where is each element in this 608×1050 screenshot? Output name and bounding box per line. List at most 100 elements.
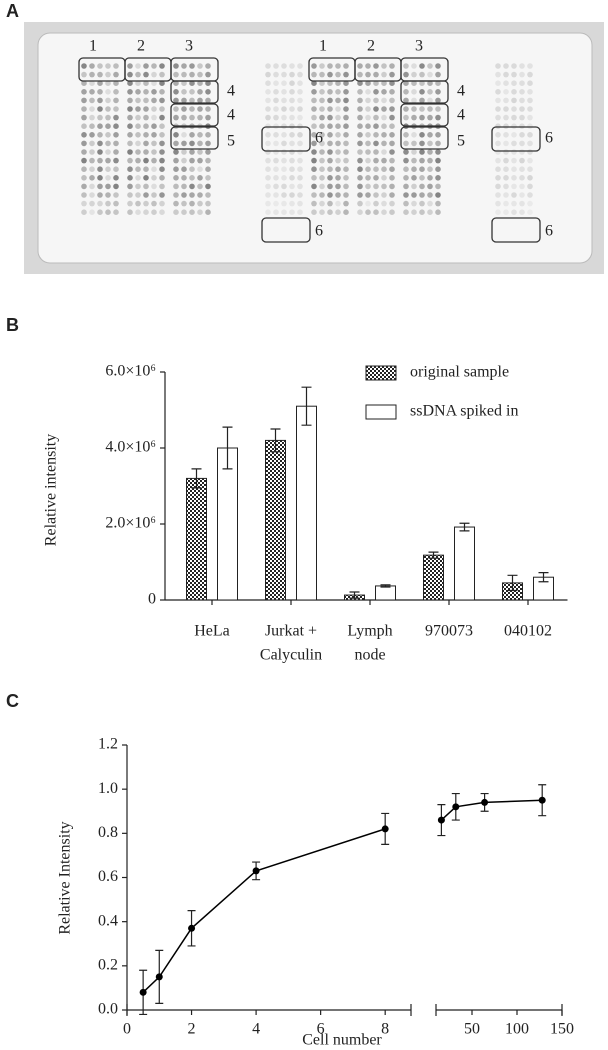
spot (265, 175, 271, 181)
spot (113, 132, 119, 138)
spot (311, 209, 317, 215)
spot (335, 209, 341, 215)
spot (389, 192, 395, 198)
spot (365, 209, 371, 215)
spot (151, 123, 157, 129)
spot (419, 140, 425, 147)
spot (319, 149, 325, 155)
spot (159, 209, 165, 215)
spot (357, 132, 363, 138)
spot (495, 132, 501, 138)
spot (427, 183, 433, 190)
region-box (491, 217, 541, 243)
spot (273, 140, 279, 147)
spot (411, 114, 417, 121)
spot (151, 157, 157, 164)
spot (181, 89, 187, 95)
region-box (170, 103, 219, 127)
row-label: 4 (227, 83, 235, 100)
spot (143, 106, 149, 112)
spot (127, 63, 133, 69)
spot (113, 209, 119, 215)
spot (105, 97, 111, 104)
spot (503, 166, 509, 172)
spot (81, 89, 87, 95)
spot (335, 157, 341, 164)
spot (281, 132, 287, 138)
spot (503, 106, 509, 112)
spot (503, 157, 509, 164)
spot (419, 71, 425, 78)
spot (181, 132, 187, 138)
spot (89, 149, 95, 155)
spot (403, 200, 409, 207)
spot (527, 63, 533, 69)
spot (311, 183, 317, 190)
spot (419, 175, 425, 181)
spot (273, 89, 279, 95)
spot (311, 132, 317, 138)
spot (403, 89, 409, 95)
spot (311, 166, 317, 172)
spot (89, 192, 95, 198)
spot (311, 71, 317, 78)
spot (265, 97, 271, 104)
spot (273, 166, 279, 172)
spot (335, 114, 341, 121)
spot (197, 183, 203, 190)
error-bar (380, 584, 391, 588)
spot (105, 200, 111, 207)
spot (89, 157, 95, 164)
spot (389, 166, 395, 172)
spot (143, 200, 149, 207)
spot (381, 149, 387, 155)
spot (381, 114, 387, 121)
spot (265, 80, 271, 86)
spot (173, 97, 179, 104)
spot (357, 200, 363, 207)
spot (511, 192, 517, 198)
spot (495, 149, 501, 155)
spot (265, 183, 271, 190)
error-bar (428, 551, 439, 559)
spot (265, 114, 271, 121)
spot (281, 114, 287, 121)
row-label: 5 (457, 133, 465, 150)
spot (135, 80, 141, 86)
x-tick-label: 6 (317, 1021, 325, 1038)
spot (511, 166, 517, 172)
spot (381, 175, 387, 181)
spot (519, 209, 525, 215)
spot (365, 97, 371, 104)
spot (373, 89, 379, 95)
spot (265, 123, 271, 129)
spot (335, 166, 341, 172)
spot (197, 71, 203, 78)
spot (319, 63, 325, 69)
spot (403, 175, 409, 181)
spot (411, 200, 417, 207)
spot (357, 175, 363, 181)
error-bar (538, 572, 549, 583)
spot (97, 140, 103, 147)
spot (503, 80, 509, 86)
spot (113, 200, 119, 207)
spot (373, 183, 379, 190)
spot (503, 200, 509, 207)
spot (527, 192, 533, 198)
spot (335, 175, 341, 181)
spot (519, 183, 525, 190)
spot (319, 89, 325, 95)
spot (343, 63, 349, 69)
bar (454, 526, 475, 601)
spot (151, 97, 157, 104)
spot (419, 89, 425, 95)
spot (281, 157, 287, 164)
spot (105, 175, 111, 181)
data-point (188, 924, 196, 932)
spot (389, 200, 395, 207)
spot (189, 149, 195, 155)
spot (181, 114, 187, 121)
spot (151, 166, 157, 172)
spot (511, 80, 517, 86)
